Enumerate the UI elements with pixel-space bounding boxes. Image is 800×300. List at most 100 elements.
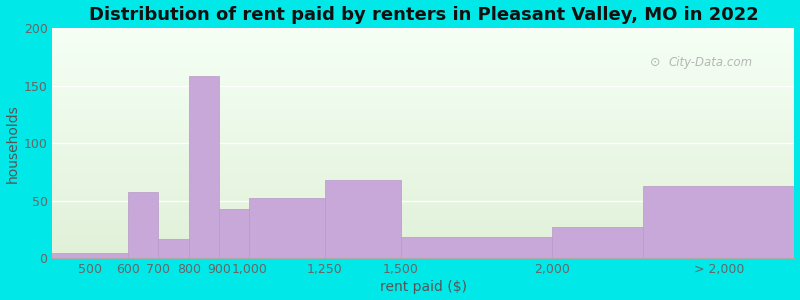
Bar xyxy=(53,150,794,151)
Bar xyxy=(53,196,794,197)
Bar xyxy=(53,169,794,170)
Bar xyxy=(53,177,794,178)
Bar xyxy=(219,209,250,258)
Bar xyxy=(53,251,794,253)
Bar xyxy=(53,105,794,106)
Bar xyxy=(53,241,794,242)
Y-axis label: households: households xyxy=(6,104,19,182)
Bar xyxy=(53,100,794,102)
Bar xyxy=(53,66,794,67)
Bar xyxy=(53,217,794,218)
Text: City-Data.com: City-Data.com xyxy=(668,56,753,69)
Bar xyxy=(53,120,794,121)
Bar xyxy=(53,28,794,29)
Bar xyxy=(53,96,794,97)
Bar xyxy=(53,72,794,73)
Bar xyxy=(53,240,794,241)
Bar xyxy=(53,230,794,231)
Bar xyxy=(53,30,794,31)
Bar xyxy=(53,219,794,220)
Bar xyxy=(53,118,794,119)
Bar xyxy=(53,130,794,132)
Bar xyxy=(53,255,794,256)
Bar xyxy=(53,244,794,246)
Bar xyxy=(53,193,794,194)
Bar xyxy=(53,90,794,91)
Bar xyxy=(53,142,794,143)
Bar xyxy=(53,171,794,172)
Bar xyxy=(53,141,794,142)
Bar xyxy=(53,199,794,200)
Bar xyxy=(53,68,794,69)
Bar xyxy=(53,64,794,65)
Bar xyxy=(53,208,794,209)
Bar xyxy=(53,243,794,244)
X-axis label: rent paid ($): rent paid ($) xyxy=(380,280,467,294)
Bar xyxy=(53,124,794,125)
Bar xyxy=(53,192,794,193)
Bar xyxy=(53,50,794,51)
Bar xyxy=(53,242,794,243)
Bar xyxy=(53,246,794,247)
Bar xyxy=(53,154,794,155)
Bar xyxy=(53,174,794,175)
Bar xyxy=(53,162,794,163)
Bar xyxy=(53,89,794,90)
Bar xyxy=(128,192,158,258)
Bar xyxy=(53,254,794,255)
Bar xyxy=(53,46,794,47)
Bar xyxy=(53,59,794,60)
Bar xyxy=(53,226,794,227)
Bar xyxy=(53,113,794,114)
Bar xyxy=(53,221,794,223)
Bar xyxy=(53,42,794,43)
Bar xyxy=(53,133,794,134)
Bar xyxy=(53,144,794,145)
Bar xyxy=(53,97,794,98)
Bar xyxy=(53,76,794,77)
Bar xyxy=(53,73,794,74)
Bar xyxy=(53,53,794,54)
Bar xyxy=(53,188,794,189)
Bar xyxy=(53,200,794,201)
Bar xyxy=(53,29,794,30)
Bar xyxy=(53,102,794,103)
Bar xyxy=(53,165,794,166)
Bar xyxy=(53,253,128,258)
Bar xyxy=(53,52,794,53)
Bar xyxy=(53,128,794,129)
Bar xyxy=(53,211,794,212)
Bar xyxy=(53,194,794,195)
Bar xyxy=(552,227,643,258)
Bar xyxy=(53,84,794,86)
Bar xyxy=(53,35,794,36)
Bar xyxy=(53,170,794,171)
Bar xyxy=(53,218,794,219)
Bar xyxy=(53,231,794,232)
Bar xyxy=(53,203,794,204)
Bar xyxy=(53,249,794,250)
Bar xyxy=(53,220,794,221)
Bar xyxy=(189,76,219,258)
Bar xyxy=(53,206,794,208)
Bar xyxy=(53,156,794,157)
Bar xyxy=(53,106,794,107)
Bar xyxy=(53,172,794,173)
Bar xyxy=(53,126,794,127)
Bar xyxy=(53,87,794,88)
Bar xyxy=(53,257,794,258)
Bar xyxy=(53,224,794,225)
Bar xyxy=(53,38,794,39)
Bar xyxy=(53,98,794,99)
Bar xyxy=(53,233,794,234)
Bar xyxy=(401,236,552,258)
Bar xyxy=(53,234,794,236)
Text: ⊙: ⊙ xyxy=(650,56,660,69)
Bar xyxy=(53,152,794,154)
Bar xyxy=(53,204,794,206)
Bar xyxy=(643,186,794,258)
Bar xyxy=(53,99,794,101)
Bar xyxy=(53,146,794,147)
Bar xyxy=(53,132,794,133)
Bar xyxy=(53,85,794,87)
